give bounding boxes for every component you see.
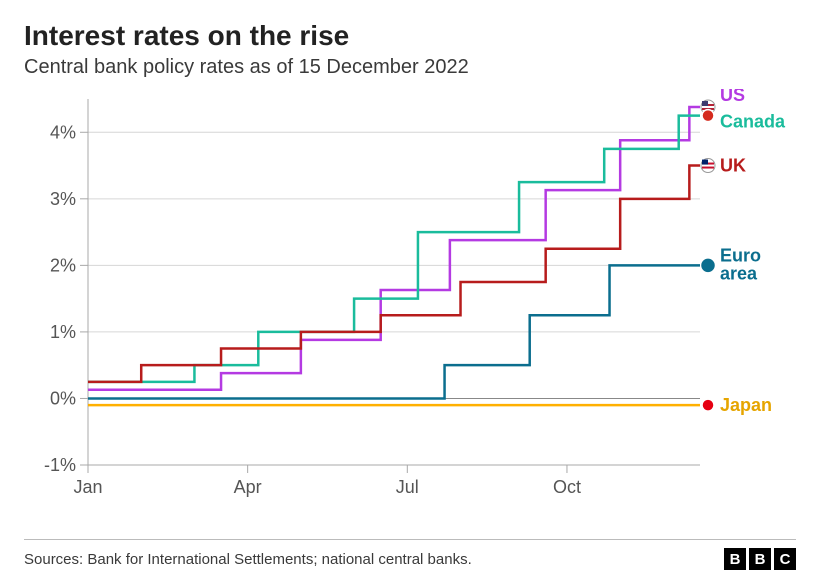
chart-title: Interest rates on the rise <box>24 20 796 52</box>
y-tick-label: 2% <box>50 255 76 275</box>
chart-svg: -1% 0% 1% 2% 3% 4% Jan Apr Jul Oct US Canada UK Euroa… <box>24 89 796 509</box>
rates-chart: -1% 0% 1% 2% 3% 4% Jan Apr Jul Oct US Canada UK Euroa… <box>24 89 796 509</box>
y-tick-label: 3% <box>50 189 76 209</box>
bbc-logo-b1: B <box>724 548 746 570</box>
y-tick-label: -1% <box>44 455 76 475</box>
series-marker-japan <box>702 399 714 411</box>
series-label-japan: Japan <box>720 395 772 415</box>
x-tick-label: Apr <box>234 477 262 497</box>
series-marker-euro <box>702 259 714 271</box>
series-label-euro: Euroarea <box>720 245 761 283</box>
x-tick-label: Oct <box>553 477 581 497</box>
series-label-canada: Canada <box>720 112 786 132</box>
y-tick-label: 1% <box>50 322 76 342</box>
source-text: Sources: Bank for International Settleme… <box>24 551 472 568</box>
x-tick-label: Jul <box>396 477 419 497</box>
series-marker-canada <box>702 110 714 122</box>
x-tick-label: Jan <box>73 477 102 497</box>
chart-footer: Sources: Bank for International Settleme… <box>24 539 796 570</box>
bbc-logo-c: C <box>774 548 796 570</box>
y-tick-label: 4% <box>50 122 76 142</box>
y-tick-label: 0% <box>50 388 76 408</box>
series-label-uk: UK <box>720 156 746 176</box>
bbc-logo-b2: B <box>749 548 771 570</box>
bbc-logo: B B C <box>724 548 796 570</box>
series-line-uk <box>88 166 700 382</box>
series-label-us: US <box>720 89 745 105</box>
chart-subtitle: Central bank policy rates as of 15 Decem… <box>24 56 796 79</box>
